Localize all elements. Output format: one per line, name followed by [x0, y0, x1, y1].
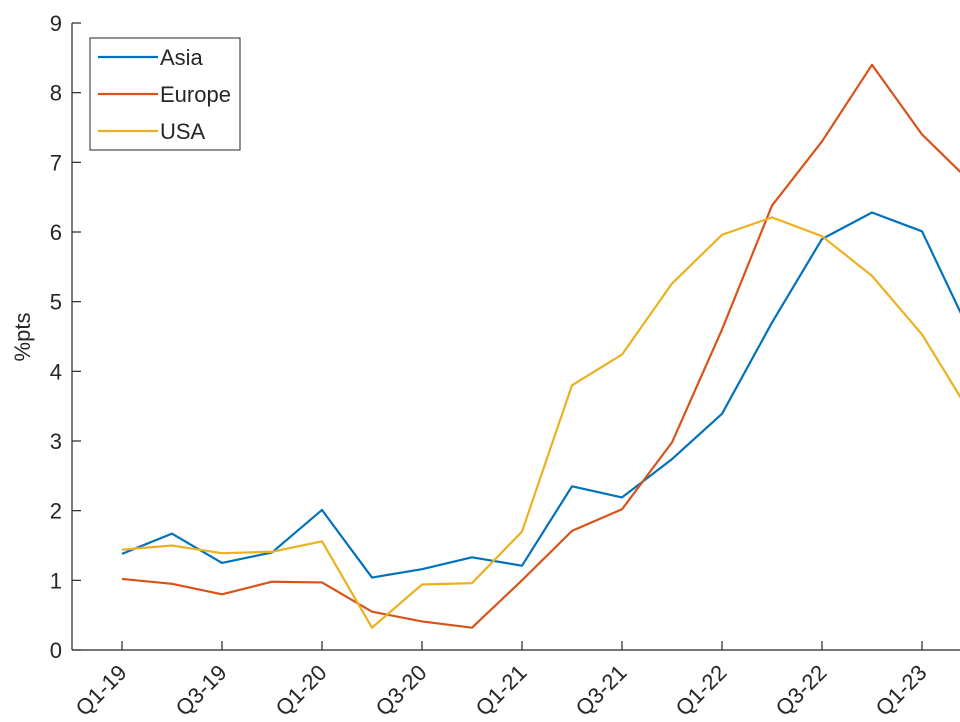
x-tick-label: Q3-19 [171, 660, 232, 721]
y-tick-label: 1 [50, 568, 62, 593]
legend-label: Europe [160, 82, 231, 107]
y-tick-label: 5 [50, 290, 62, 315]
x-tick-label: Q3-20 [371, 660, 432, 721]
x-tick-label: Q1-21 [471, 660, 532, 721]
y-tick-label: 9 [50, 11, 62, 36]
x-tick-label: Q3-21 [571, 660, 632, 721]
y-tick-label: 8 [50, 81, 62, 106]
x-tick-label: Q3-22 [771, 660, 832, 721]
y-tick-label: 0 [50, 638, 62, 663]
y-tick-label: 3 [50, 429, 62, 454]
y-tick-label: 4 [50, 359, 62, 384]
y-tick-label: 2 [50, 499, 62, 524]
y-axis-label: %pts [10, 313, 35, 362]
plot-area [121, 63, 960, 629]
x-tick-label: Q1-19 [71, 660, 132, 721]
series-line [121, 211, 960, 579]
x-tick-label: Q1-23 [871, 660, 932, 721]
x-tick-label: Q1-22 [671, 660, 732, 721]
legend-label: USA [160, 119, 206, 144]
legend-label: Asia [160, 45, 204, 70]
x-tick-label: Q1-20 [271, 660, 332, 721]
series-line [121, 216, 960, 629]
y-tick-label: 7 [50, 150, 62, 175]
series-line [121, 63, 960, 629]
y-tick-label: 6 [50, 220, 62, 245]
